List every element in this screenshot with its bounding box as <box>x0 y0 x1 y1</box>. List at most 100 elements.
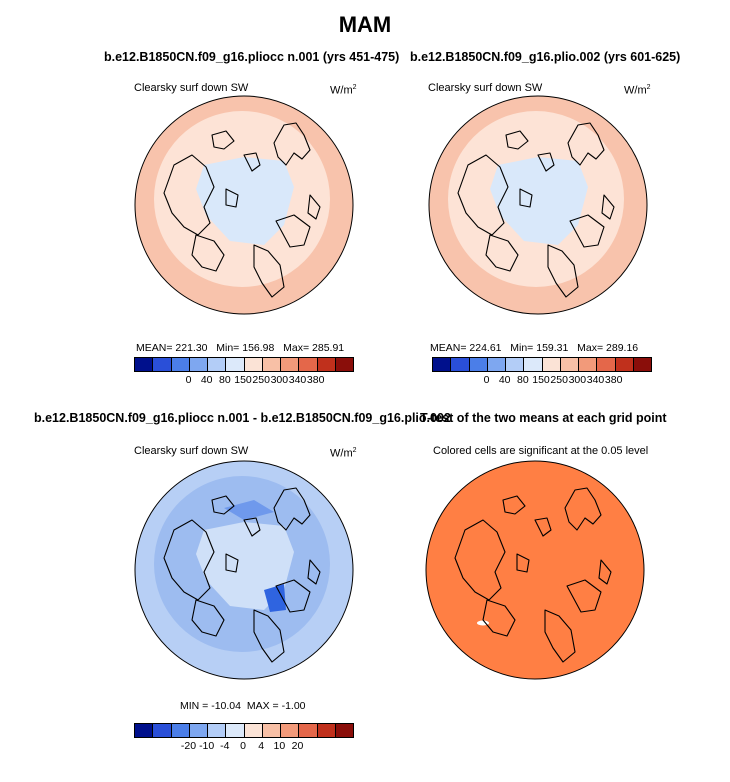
coastline <box>547 244 579 298</box>
colorbar-segment <box>469 358 488 371</box>
colorbar-tick-label: 0 <box>240 740 246 752</box>
colorbar-tick-label: 4 <box>258 740 265 752</box>
coastline <box>243 517 261 537</box>
panel1-units: W/m2 <box>330 84 357 97</box>
colorbar-tick-label: 300 <box>270 374 289 386</box>
panel1-title: b.e12.B1850CN.f09_g16.pliocc n.001 (yrs … <box>104 50 400 64</box>
colorbar-segment <box>208 358 227 371</box>
colorbar-segment <box>433 358 452 371</box>
map-significance-fill <box>426 461 644 679</box>
colorbar-segment <box>262 724 281 737</box>
panel1-polar-map <box>134 95 354 315</box>
coastline <box>307 559 321 585</box>
colorbar-segment <box>244 724 263 737</box>
panel2-min: 159.31 <box>536 342 569 354</box>
coastline <box>505 130 529 150</box>
coastline <box>307 194 321 220</box>
colorbar-segment <box>171 358 190 371</box>
colorbar-tick-label: 340 <box>586 374 605 386</box>
panel1-colorbar <box>134 357 354 372</box>
coastline <box>191 234 225 272</box>
coastline <box>567 122 605 166</box>
colorbar-tick-label: 10 <box>273 740 286 752</box>
panel2-colorbar <box>432 357 652 372</box>
colorbar-tick-label: -10 <box>199 740 215 752</box>
coastline <box>191 599 225 637</box>
colorbar-segment <box>189 358 208 371</box>
panel1-colorbar-ticks: 0 40 80 150 250 300 340 380 <box>134 374 352 388</box>
panel3-colorbar-ticks: -20 -10 -4 0 4 10 20 <box>134 740 352 754</box>
coastline <box>211 495 235 515</box>
coastline <box>253 244 285 298</box>
panel1-stats: MEAN= 221.30 Min= 156.98 Max= 285.91 <box>136 342 345 354</box>
coastline <box>273 122 311 166</box>
colorbar-segment <box>153 724 172 737</box>
colorbar-segment <box>135 358 154 371</box>
panel1-variable: Clearsky surf down SW <box>134 82 249 94</box>
colorbar-tick-label: 250 <box>550 374 568 386</box>
panel2-title: b.e12.B1850CN.f09_g16.plio.002 (yrs 601-… <box>410 50 681 64</box>
panel3-polar-map <box>134 460 354 680</box>
colorbar-segment <box>135 724 154 737</box>
panel3-colorbar <box>134 723 354 738</box>
colorbar-tick-label: 380 <box>604 374 623 386</box>
coastline <box>275 214 311 248</box>
coastline <box>243 152 261 172</box>
panel2-variable: Clearsky surf down SW <box>428 82 543 94</box>
coastline <box>457 154 509 236</box>
coastline <box>163 154 215 236</box>
colorbar-tick-label: 40 <box>200 374 213 386</box>
colorbar-segment <box>299 724 318 737</box>
colorbar-tick-label: 0 <box>483 374 490 386</box>
coastline <box>273 487 311 531</box>
panel3-stats: MIN = -10.04 MAX = -1.00 <box>180 700 306 712</box>
panel2-polar-map <box>428 95 648 315</box>
panel2-colorbar-ticks: 0 40 80 150 250 300 340 380 <box>432 374 650 388</box>
map-boundary <box>428 95 648 315</box>
panel4-subtitle: Colored cells are significant at the 0.0… <box>433 445 649 457</box>
coastline <box>566 579 602 613</box>
colorbar-segment <box>171 724 190 737</box>
colorbar-segment <box>299 358 318 371</box>
colorbar-tick-label: 80 <box>516 374 529 386</box>
coastline <box>163 519 215 601</box>
panel3-min: -10.04 <box>211 700 241 712</box>
coastline <box>544 609 576 663</box>
colorbar-segment <box>597 358 616 371</box>
panel2-stats: MEAN= 224.61 Min= 159.31 Max= 289.16 <box>430 342 639 354</box>
map-strong-anomaly <box>264 584 286 612</box>
coastline <box>519 188 533 208</box>
colorbar-segment <box>153 358 172 371</box>
coastline <box>253 609 285 663</box>
panel2-units: W/m2 <box>624 84 651 97</box>
map-polar-region <box>490 157 588 245</box>
colorbar-segment <box>244 358 263 371</box>
colorbar-segment <box>451 358 470 371</box>
panel2-max: 289.16 <box>606 342 639 354</box>
map-polar-region <box>196 157 294 245</box>
coastline <box>502 495 526 515</box>
panel1-max: 285.91 <box>312 342 345 354</box>
coastline <box>482 599 516 637</box>
colorbar-segment <box>226 358 245 371</box>
colorbar-tick-label: 40 <box>498 374 511 386</box>
coastline <box>275 579 311 613</box>
coastline <box>485 234 519 272</box>
colorbar-tick-label: 150 <box>234 374 252 386</box>
panel4-polar-map <box>425 460 645 680</box>
coastline <box>225 553 239 573</box>
colorbar-segment <box>335 358 353 371</box>
coastline <box>601 194 615 220</box>
colorbar-segment <box>281 724 300 737</box>
map-boundary <box>134 460 354 680</box>
panel3-units: W/m2 <box>330 447 357 460</box>
colorbar-segment <box>208 724 227 737</box>
figure-title: MAM <box>338 12 392 37</box>
colorbar-tick-label: 340 <box>288 374 307 386</box>
colorbar-segment <box>524 358 543 371</box>
map-boundary <box>425 460 645 680</box>
colorbar-segment <box>262 358 281 371</box>
panel3-variable: Clearsky surf down SW <box>134 445 249 457</box>
coastline <box>534 517 552 537</box>
coastline <box>211 130 235 150</box>
